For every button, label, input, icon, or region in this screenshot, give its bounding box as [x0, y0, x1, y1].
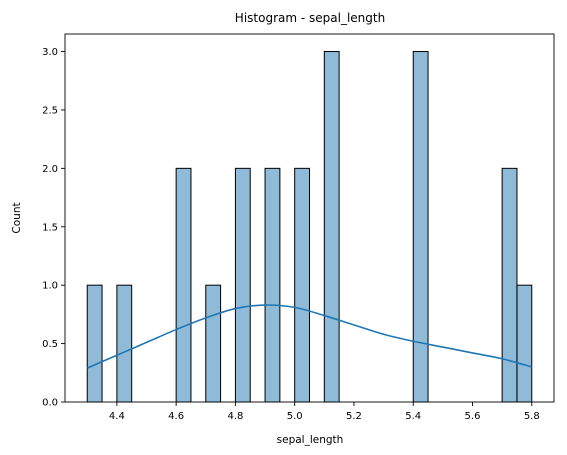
- histogram-bar: [294, 167, 310, 403]
- y-axis-ticks: 0.0 0.5 1.0 1.5 2.0 2.5 3.0: [42, 47, 65, 409]
- x-axis-label: sepal_length: [277, 434, 344, 446]
- histogram-bar: [412, 51, 429, 403]
- x-axis-ticks: 4.4 4.6 4.8 5.0 5.2 5.4 5.6 5.8: [109, 402, 540, 422]
- x-tick-label: 5.4: [405, 411, 421, 422]
- y-tick-label: 0.0: [42, 398, 58, 409]
- y-tick-label: 1.0: [42, 281, 58, 292]
- histogram-bar: [205, 284, 222, 403]
- histogram-bar: [501, 167, 518, 403]
- x-tick-label: 4.6: [168, 411, 184, 422]
- y-tick-label: 0.5: [42, 339, 58, 350]
- histogram-bar: [264, 167, 281, 403]
- y-tick-label: 2.5: [42, 105, 58, 116]
- histogram-bar: [86, 284, 103, 403]
- histogram-bars: [86, 51, 533, 403]
- y-tick-label: 2.0: [42, 164, 58, 175]
- x-tick-label: 5.8: [524, 411, 540, 422]
- x-tick-label: 5.2: [346, 411, 362, 422]
- x-tick-label: 5.6: [465, 411, 481, 422]
- histogram-bar: [234, 167, 251, 403]
- x-tick-label: 4.4: [109, 411, 125, 422]
- x-tick-label: 5.0: [287, 411, 303, 422]
- y-tick-label: 3.0: [42, 47, 58, 58]
- plot-frame: [64, 33, 555, 403]
- kde-curve: [86, 304, 532, 369]
- y-axis-label: Count: [11, 202, 23, 233]
- x-tick-label: 4.8: [227, 411, 243, 422]
- chart-title: Histogram - sepal_length: [235, 11, 385, 25]
- histogram-bar: [175, 167, 192, 403]
- y-tick-label: 1.5: [42, 222, 58, 233]
- histogram-bar: [323, 51, 340, 403]
- histogram-bar: [116, 284, 133, 403]
- histogram-bar: [516, 284, 533, 403]
